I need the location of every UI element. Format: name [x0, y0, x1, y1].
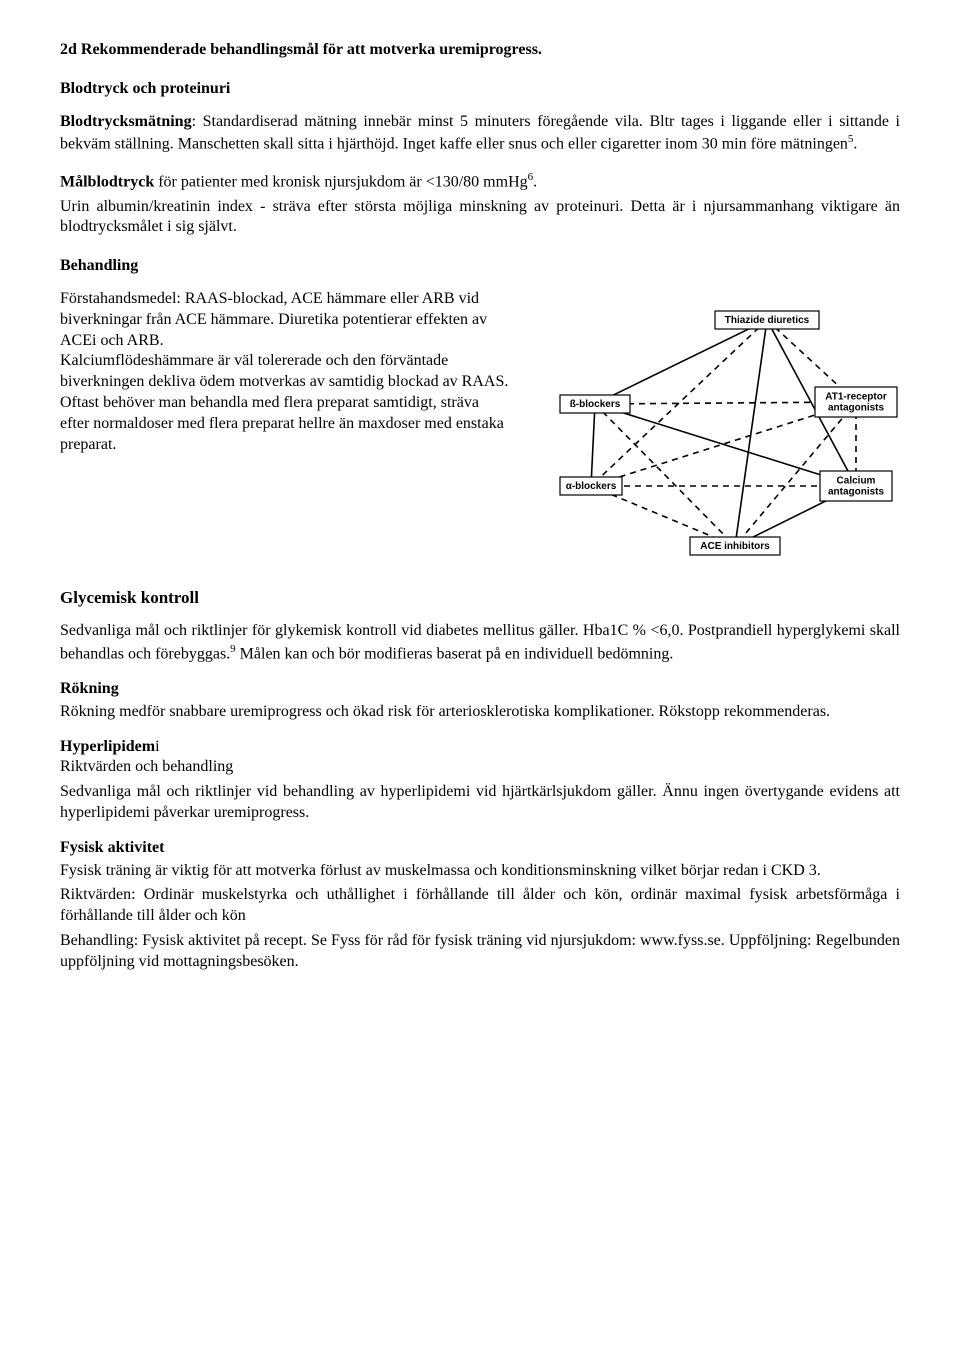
lead-malblodtryck: Målblodtryck	[60, 173, 154, 190]
paragraph-urin: Urin albumin/kreatinin index - sträva ef…	[60, 197, 900, 239]
paragraph-blodtrycksmatning: Blodtrycksmätning: Standardiserad mätnin…	[60, 112, 900, 156]
paragraph-fysisk-3: Behandling: Fysisk aktivitet på recept. …	[60, 931, 900, 973]
svg-text:Calcium: Calcium	[837, 476, 876, 487]
svg-text:ß-blockers: ß-blockers	[570, 399, 621, 410]
text: Målen kan och bör modifieras baserat på …	[236, 645, 674, 662]
paragraph-behandling: Förstahandsmedel: RAAS-blockad, ACE hämm…	[60, 289, 510, 455]
section-heading-glycemisk: Glycemisk kontroll	[60, 587, 900, 609]
section-heading-blodtryck: Blodtryck och proteinuri	[60, 79, 900, 100]
paragraph-malblodtryck: Målblodtryck för patienter med kronisk n…	[60, 170, 900, 193]
text: i	[155, 738, 159, 755]
section-heading-fysisk: Fysisk aktivitet	[60, 838, 900, 859]
paragraph-hyperlipidemi: Sedvanliga mål och riktlinjer vid behand…	[60, 782, 900, 824]
section-heading-behandling: Behandling	[60, 256, 900, 277]
text: för patienter med kronisk njursjukdom är…	[154, 173, 527, 190]
text: .	[853, 136, 857, 153]
svg-text:α-blockers: α-blockers	[566, 481, 617, 492]
svg-text:Thiazide diuretics: Thiazide diuretics	[725, 315, 810, 326]
text-riktvarden: Riktvärden och behandling	[60, 757, 900, 778]
paragraph-fysisk-2: Riktvärden: Ordinär muskelstyrka och uth…	[60, 885, 900, 927]
section-heading-hyperlipidemi: Hyperlipidem	[60, 738, 155, 755]
svg-text:AT1-receptor: AT1-receptor	[825, 392, 887, 403]
lead-blodtrycksmatning: Blodtrycksmätning	[60, 113, 192, 130]
text: .	[533, 173, 537, 190]
page-title: 2d Rekommenderade behandlingsmål för att…	[60, 40, 900, 61]
paragraph-fysisk-1: Fysisk träning är viktig för att motverk…	[60, 861, 900, 882]
section-heading-rokning: Rökning	[60, 679, 900, 700]
paragraph-glycemisk: Sedvanliga mål och riktlinjer för glykem…	[60, 621, 900, 665]
paragraph-rokning: Rökning medför snabbare uremiprogress oc…	[60, 702, 900, 723]
svg-text:ACE inhibitors: ACE inhibitors	[700, 541, 770, 552]
svg-text:antagonists: antagonists	[828, 403, 885, 414]
svg-text:antagonists: antagonists	[828, 487, 885, 498]
drug-interaction-diagram: Thiazide diuretics ß-blockers AT1-receptor…	[530, 289, 900, 569]
